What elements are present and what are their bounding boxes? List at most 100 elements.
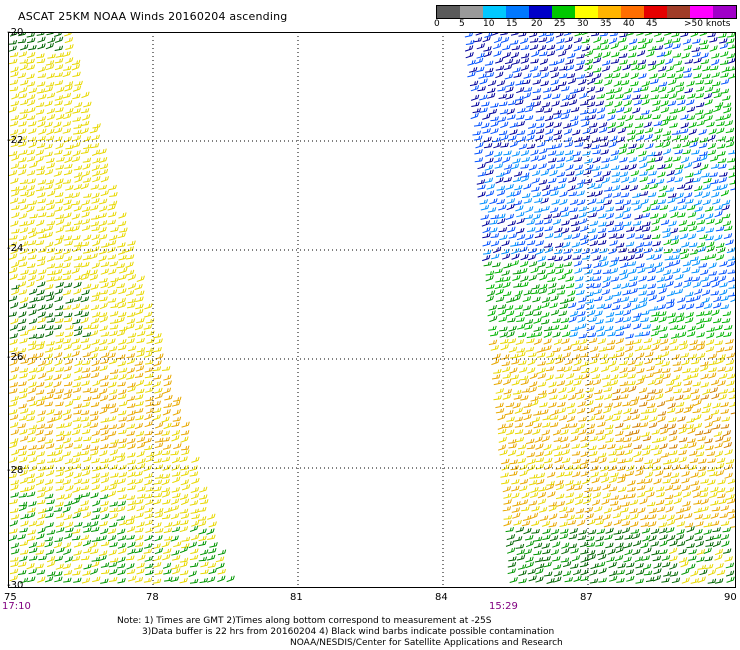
wind-barb: [100, 463, 109, 470]
wind-barb: [545, 36, 555, 44]
wind-barb: [662, 227, 671, 233]
wind-barb: [189, 471, 199, 477]
wind-barb: [109, 330, 118, 337]
wind-barb: [684, 184, 693, 191]
wind-barb: [181, 484, 191, 491]
wind-barb: [704, 99, 713, 106]
wind-barb: [659, 333, 669, 339]
wind-barb: [161, 491, 171, 498]
wind-barb: [595, 535, 604, 542]
wind-barb: [100, 417, 109, 423]
wind-barb: [614, 445, 624, 451]
wind-barb: [65, 57, 74, 64]
wind-barb: [523, 86, 533, 92]
wind-barb: [615, 430, 624, 436]
wind-barb: [579, 338, 588, 345]
wind-barb: [126, 430, 135, 436]
scale-swatch: [575, 6, 598, 18]
wind-barb: [621, 176, 630, 183]
wind-barb: [488, 325, 497, 331]
wind-barb: [80, 108, 90, 114]
wind-barb: [589, 578, 599, 584]
wind-barb: [702, 73, 711, 79]
wind-barb: [623, 415, 632, 422]
wind-barb: [163, 527, 173, 534]
wind-barb: [89, 387, 99, 394]
wind-barb: [518, 360, 527, 366]
wind-barb: [155, 507, 164, 514]
wind-barb: [565, 155, 575, 162]
wind-barb: [498, 316, 508, 322]
note-line-3: NOAA/NESDIS/Center for Satellite Applica…: [290, 638, 563, 648]
wind-barb: [37, 304, 46, 311]
wind-barb: [81, 211, 90, 218]
wind-barb: [179, 493, 189, 500]
wind-barb: [617, 127, 627, 134]
wind-barb: [629, 400, 639, 407]
wind-barb: [576, 73, 586, 79]
wind-barb: [9, 374, 18, 381]
wind-barb: [577, 310, 586, 317]
wind-barb: [36, 492, 46, 498]
wind-barb: [555, 479, 564, 486]
wind-barb: [190, 534, 200, 541]
wind-barb: [580, 435, 589, 442]
wind-barb: [575, 183, 584, 190]
wind-barb: [681, 470, 690, 477]
wind-barb: [694, 430, 704, 436]
wind-barb: [601, 65, 611, 72]
wind-barb: [509, 129, 518, 136]
wind-barb: [633, 312, 642, 318]
wind-barb: [10, 71, 19, 78]
wind-barb: [543, 218, 553, 225]
wind-barb: [512, 274, 521, 281]
wind-barb: [80, 241, 90, 247]
wind-barb: [691, 394, 700, 401]
wind-barb: [523, 72, 532, 79]
wind-barb: [553, 570, 563, 577]
wind-barb: [572, 569, 582, 576]
wind-barb: [529, 512, 539, 520]
wind-barb: [179, 546, 189, 554]
wind-barb: [570, 220, 580, 227]
wind-barb: [489, 198, 498, 205]
wind-barb: [689, 242, 698, 248]
wind-barb: [637, 50, 646, 57]
wind-barb: [688, 128, 697, 135]
wind-barb: [37, 576, 46, 583]
wind-barb: [710, 486, 719, 493]
wind-barb: [708, 353, 718, 359]
wind-barb: [63, 169, 73, 176]
wind-barb: [722, 102, 732, 108]
wind-barb: [708, 372, 717, 379]
wind-barb: [26, 562, 35, 570]
wind-barb: [564, 44, 573, 51]
wind-barb: [530, 58, 539, 64]
wind-barb: [515, 95, 524, 101]
wind-barb: [600, 465, 609, 472]
wind-barb: [73, 409, 82, 415]
wind-barb: [28, 44, 37, 51]
wind-barb: [689, 141, 698, 148]
wind-barb: [26, 190, 35, 198]
wind-barb: [594, 506, 603, 513]
wind-barb: [37, 527, 46, 534]
wind-barb: [626, 562, 635, 568]
wind-barb: [601, 476, 610, 483]
wind-barb: [512, 389, 522, 395]
wind-barb: [627, 134, 636, 141]
wind-barb: [595, 414, 605, 420]
wind-barb: [667, 197, 676, 204]
wind-barb: [589, 234, 598, 241]
wind-barb: [675, 273, 684, 280]
wind-barb: [693, 507, 703, 514]
wind-barb: [170, 498, 180, 505]
wind-barb: [541, 435, 550, 442]
wind-barb: [558, 81, 567, 87]
wind-barb: [91, 556, 101, 562]
wind-barb: [656, 499, 665, 506]
wind-barb: [507, 561, 517, 568]
wind-barb: [688, 549, 697, 555]
wind-barb: [619, 360, 628, 366]
wind-barb: [544, 135, 553, 142]
